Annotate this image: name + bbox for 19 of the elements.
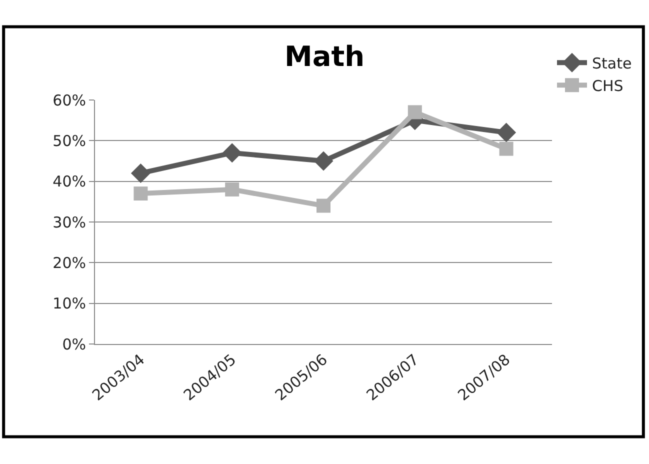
y-tick-label: 50%: [52, 132, 86, 150]
legend-label: State: [592, 54, 632, 72]
legend-label: CHS: [592, 76, 624, 95]
point: [499, 142, 514, 156]
y-tick-label: 60%: [52, 91, 86, 110]
point: [496, 122, 516, 142]
y-tick-label: 10%: [52, 294, 86, 313]
point: [134, 186, 148, 201]
y-tick-label: 20%: [52, 254, 86, 272]
point: [130, 163, 150, 183]
chart-title: Math: [284, 40, 365, 73]
point: [222, 143, 242, 163]
point: [316, 198, 330, 213]
y-tick-label: 40%: [52, 172, 86, 191]
y-tick-label: 30%: [52, 213, 86, 232]
point: [408, 105, 422, 120]
y-tick-label: 0%: [62, 335, 86, 354]
point: [225, 182, 240, 196]
point: [314, 151, 334, 171]
